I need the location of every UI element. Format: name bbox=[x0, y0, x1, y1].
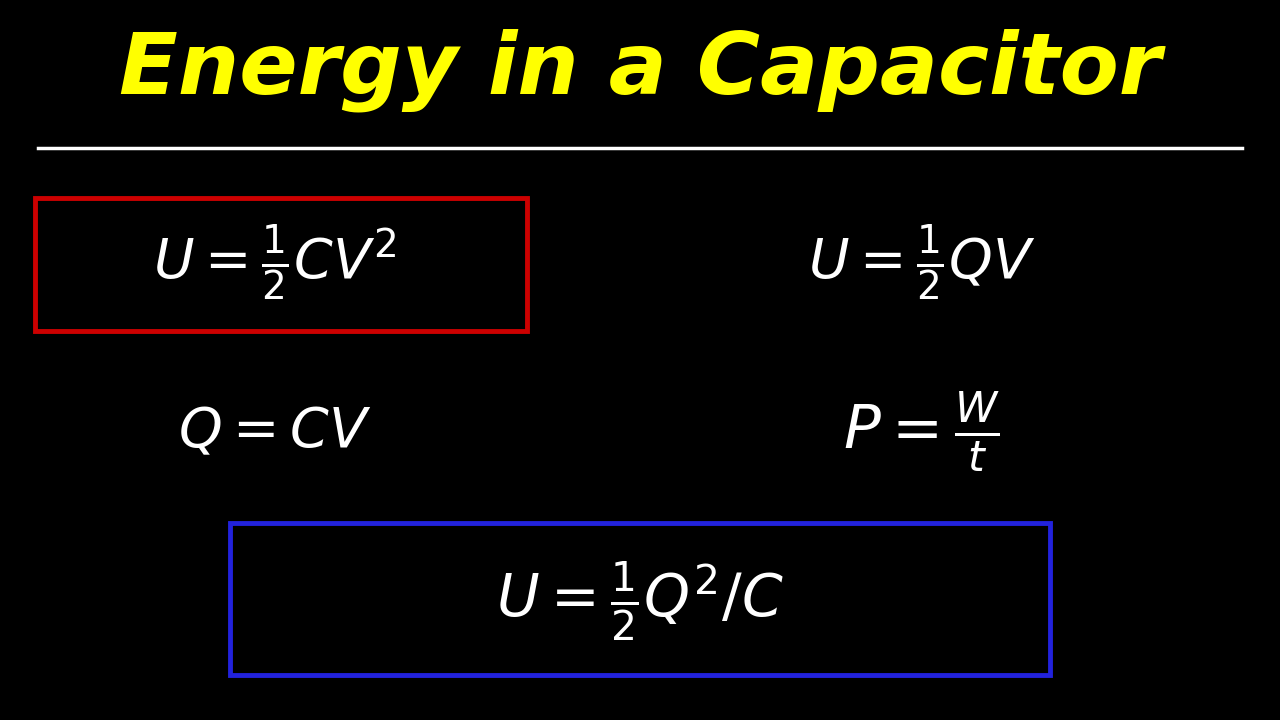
Text: $U = \frac{1}{2} CV^{2}$: $U = \frac{1}{2} CV^{2}$ bbox=[154, 222, 397, 303]
Text: Energy in a Capacitor: Energy in a Capacitor bbox=[119, 29, 1161, 112]
Text: $Q = CV$: $Q = CV$ bbox=[178, 405, 372, 459]
Text: $P = \frac{W}{t}$: $P = \frac{W}{t}$ bbox=[842, 390, 1001, 474]
Text: $U = \frac{1}{2} Q^{2}/C$: $U = \frac{1}{2} Q^{2}/C$ bbox=[497, 559, 783, 643]
Text: $U = \frac{1}{2} QV$: $U = \frac{1}{2} QV$ bbox=[808, 222, 1036, 303]
